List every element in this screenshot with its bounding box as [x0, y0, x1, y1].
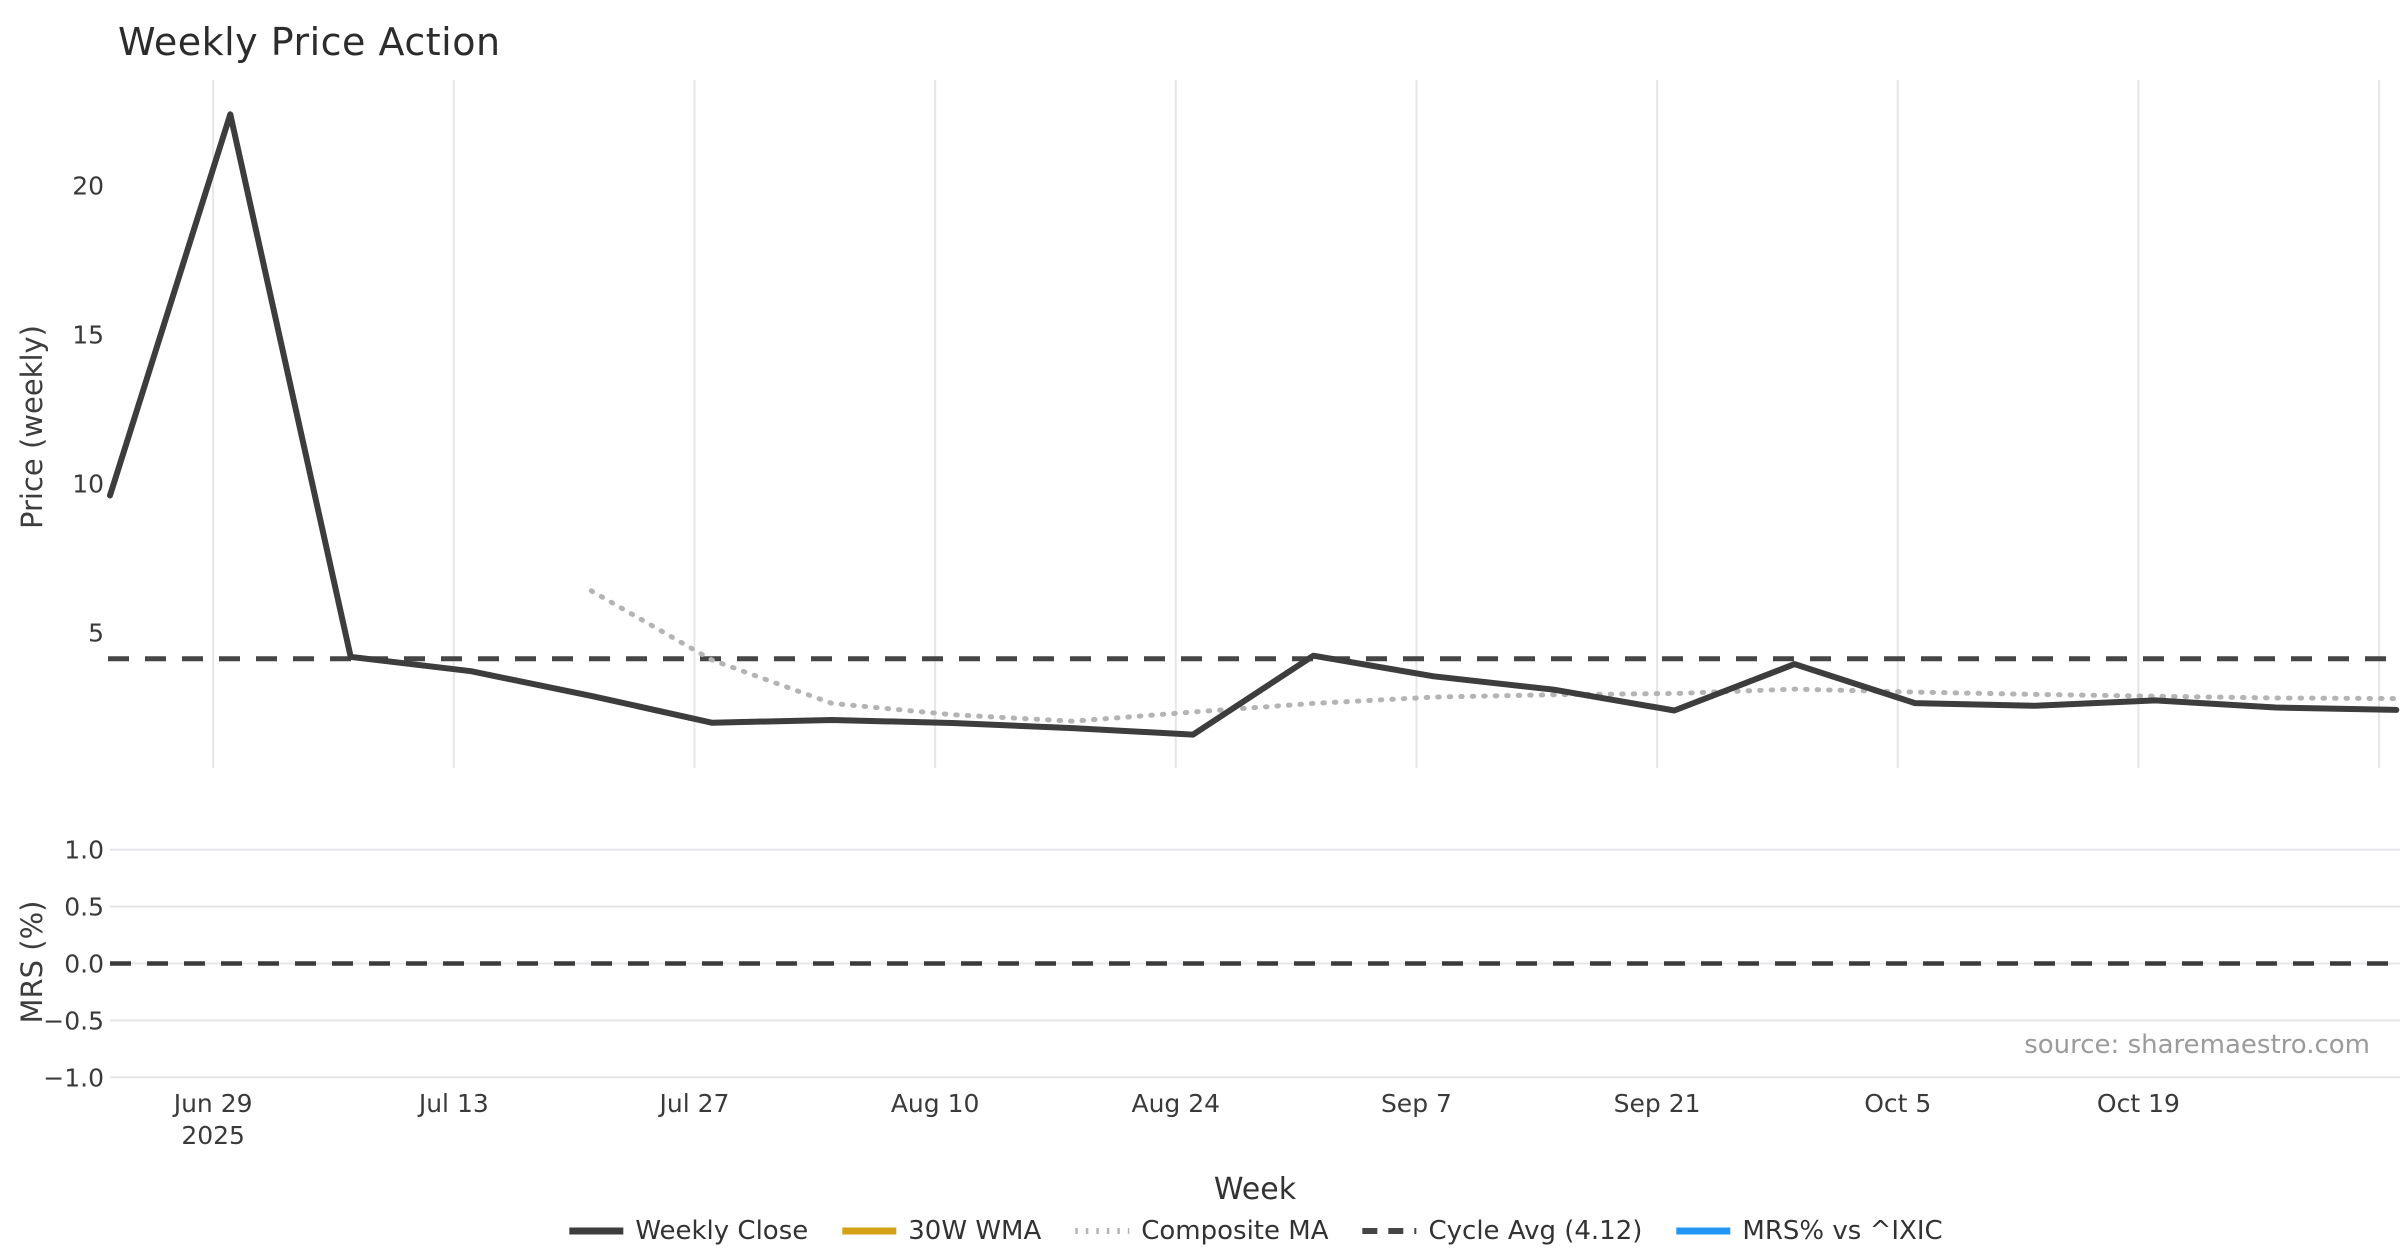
price-ytick-label: 5 — [88, 618, 104, 647]
mrs-ytick-label: 1.0 — [64, 836, 104, 865]
weekly-close-line — [107, 111, 2400, 738]
legend-sample-dashed-icon — [1362, 1228, 1417, 1234]
legend-item: Weekly Close — [567, 1216, 808, 1246]
x-tick-label: Oct 19 — [2097, 1089, 2180, 1118]
price-ytick-label: 20 — [72, 172, 104, 201]
legend-label: Weekly Close — [635, 1216, 809, 1246]
price-ytick-label: 10 — [72, 470, 104, 499]
legend-item: 30W WMA — [840, 1216, 1041, 1246]
price-axis-title: Price (weekly) — [15, 324, 49, 530]
source-note: source: sharemaestro.com — [2024, 1030, 2370, 1060]
legend-label: Composite MA — [1141, 1216, 1329, 1246]
chart-title: Weekly Price Action — [118, 20, 501, 64]
mrs-ytick-label: 0.5 — [64, 893, 104, 922]
legend-sample-solid-icon — [569, 1227, 624, 1235]
legend-sample-dotted-icon — [1075, 1228, 1130, 1234]
mrs-axis-title: MRS (%) — [15, 900, 49, 1024]
legend-label: Cycle Avg (4.12) — [1428, 1216, 1643, 1246]
mrs-ytick-label: 0.0 — [64, 950, 104, 979]
legend-item: Cycle Avg (4.12) — [1360, 1216, 1642, 1246]
legend-item: MRS% vs ^IXIC — [1674, 1216, 1943, 1246]
x-tick-label: Jul 13 — [417, 1089, 489, 1118]
mrs-ytick-label: −1.0 — [43, 1063, 104, 1092]
price-ytick-label: 15 — [72, 321, 104, 350]
x-tick-label: Aug 24 — [1131, 1089, 1220, 1118]
x-tick-label: Oct 5 — [1864, 1089, 1931, 1118]
x-tick-label: Sep 21 — [1614, 1089, 1701, 1118]
x-tick-label: Jul 27 — [657, 1089, 729, 1118]
legend-sample-solid-icon — [1676, 1227, 1731, 1235]
x-tick-sublabel: 2025 — [181, 1121, 245, 1150]
legend-item: Composite MA — [1073, 1216, 1328, 1246]
x-tick-label: Aug 10 — [891, 1089, 980, 1118]
mrs-ytick-label: −0.5 — [43, 1006, 104, 1035]
x-tick-label: Sep 7 — [1381, 1089, 1452, 1118]
x-axis-title: Week — [1213, 1172, 1297, 1207]
legend-label: MRS% vs ^IXIC — [1742, 1216, 1943, 1246]
legend-sample-solid-icon — [842, 1227, 897, 1235]
composite-ma-line — [588, 588, 2399, 724]
x-tick-label: Jun 29 — [172, 1089, 253, 1118]
legend: Weekly Close 30W WMA Composite MA Cycle Avg… — [567, 1216, 1943, 1246]
legend-label: 30W WMA — [908, 1216, 1042, 1246]
